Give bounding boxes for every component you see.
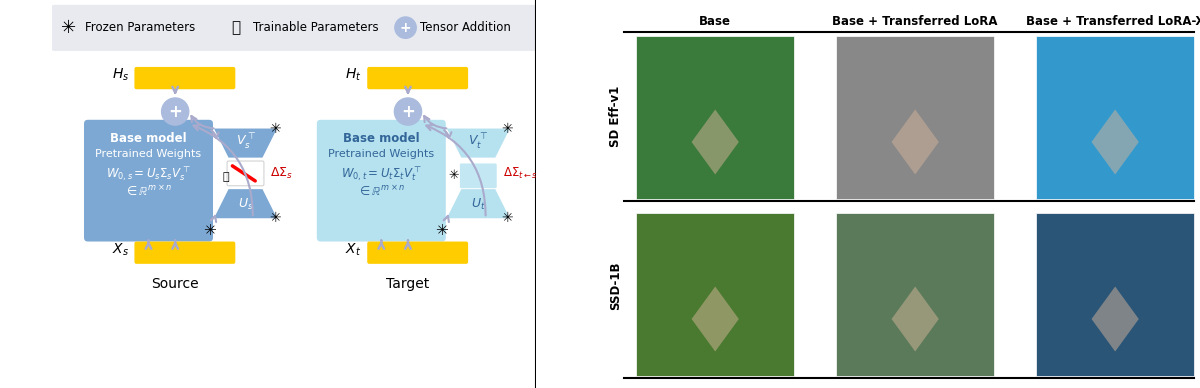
Text: Base + Transferred LoRA-X: Base + Transferred LoRA-X: [1026, 15, 1200, 28]
Text: $\Delta\Sigma_s$: $\Delta\Sigma_s$: [270, 166, 293, 181]
Text: SSD-1B: SSD-1B: [608, 262, 622, 310]
Text: $U_s$: $U_s$: [238, 197, 253, 212]
FancyBboxPatch shape: [1037, 36, 1194, 199]
Text: Base model: Base model: [343, 132, 420, 145]
Polygon shape: [1092, 109, 1139, 175]
Text: Pretrained Weights: Pretrained Weights: [96, 149, 202, 159]
FancyBboxPatch shape: [134, 67, 235, 89]
FancyBboxPatch shape: [636, 213, 794, 376]
Text: $\in\mathbb{R}^{m\times n}$: $\in\mathbb{R}^{m\times n}$: [358, 184, 406, 199]
FancyBboxPatch shape: [836, 36, 994, 199]
Polygon shape: [1092, 286, 1139, 352]
Text: Base model: Base model: [110, 132, 187, 145]
FancyBboxPatch shape: [227, 161, 264, 186]
Text: Trainable Parameters: Trainable Parameters: [253, 21, 378, 34]
Text: $H_t$: $H_t$: [344, 67, 361, 83]
Text: Base: Base: [700, 15, 731, 28]
Polygon shape: [214, 128, 277, 158]
Circle shape: [395, 98, 421, 125]
Text: $\Delta\Sigma_{t\leftarrow s}$: $\Delta\Sigma_{t\leftarrow s}$: [503, 166, 538, 181]
Text: ✳: ✳: [436, 223, 449, 238]
FancyBboxPatch shape: [1037, 213, 1194, 376]
FancyBboxPatch shape: [134, 241, 235, 264]
Text: ✳: ✳: [203, 223, 216, 238]
Text: $U_t$: $U_t$: [470, 197, 486, 212]
Circle shape: [395, 17, 416, 38]
Text: $V_t^\top$: $V_t^\top$: [468, 132, 488, 151]
Polygon shape: [892, 286, 938, 352]
Polygon shape: [892, 109, 938, 175]
Text: $H_s$: $H_s$: [112, 67, 130, 83]
Text: $W_{0,s}=U_s\Sigma_sV_s^\top$: $W_{0,s}=U_s\Sigma_sV_s^\top$: [107, 164, 191, 183]
FancyBboxPatch shape: [836, 213, 994, 376]
FancyBboxPatch shape: [460, 163, 497, 188]
Text: ✳: ✳: [502, 211, 514, 225]
Circle shape: [162, 98, 188, 125]
Text: Frozen Parameters: Frozen Parameters: [85, 21, 196, 34]
Polygon shape: [691, 286, 739, 352]
Text: $W_{0,t}=U_t\Sigma_tV_t^\top$: $W_{0,t}=U_t\Sigma_tV_t^\top$: [341, 164, 422, 183]
Text: ✳: ✳: [269, 211, 281, 225]
Text: $V_s^\top$: $V_s^\top$: [235, 132, 256, 151]
Text: $\in\mathbb{R}^{m\times n}$: $\in\mathbb{R}^{m\times n}$: [125, 184, 173, 199]
Text: Base + Transferred LoRA: Base + Transferred LoRA: [833, 15, 998, 28]
Polygon shape: [691, 109, 739, 175]
Text: Target: Target: [386, 277, 430, 291]
FancyBboxPatch shape: [317, 120, 446, 241]
Text: 🔥: 🔥: [223, 172, 229, 182]
Text: +: +: [168, 102, 182, 121]
FancyBboxPatch shape: [636, 36, 794, 199]
Polygon shape: [446, 128, 510, 158]
FancyBboxPatch shape: [84, 120, 214, 241]
FancyBboxPatch shape: [367, 241, 468, 264]
Text: ✳: ✳: [61, 19, 76, 36]
FancyBboxPatch shape: [367, 67, 468, 89]
Text: ✳: ✳: [502, 121, 514, 135]
Text: ✳: ✳: [449, 169, 460, 182]
Text: SD Eff-v1: SD Eff-v1: [608, 86, 622, 147]
Text: +: +: [401, 102, 415, 121]
Text: 🔥: 🔥: [232, 20, 240, 35]
Text: ✳: ✳: [269, 121, 281, 135]
Polygon shape: [214, 189, 277, 218]
Text: Tensor Addition: Tensor Addition: [420, 21, 511, 34]
Text: $X_s$: $X_s$: [112, 242, 130, 258]
FancyBboxPatch shape: [52, 5, 536, 51]
Text: Pretrained Weights: Pretrained Weights: [329, 149, 434, 159]
Text: Source: Source: [151, 277, 199, 291]
Polygon shape: [446, 189, 510, 218]
Text: $X_t$: $X_t$: [344, 242, 361, 258]
Text: +: +: [400, 21, 412, 35]
